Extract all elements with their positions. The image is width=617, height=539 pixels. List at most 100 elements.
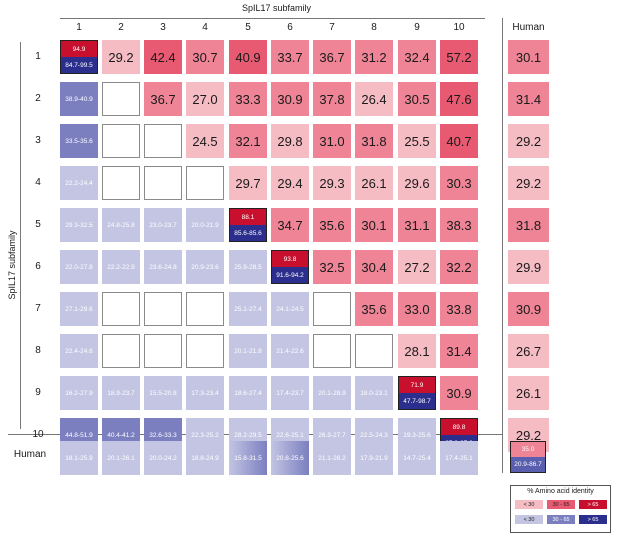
empty-cell [313,292,351,326]
column-label: 6 [287,22,293,33]
identity-mean-cell: 30.3 [440,166,478,200]
row-label: 7 [35,303,41,314]
identity-mean-cell: 37.8 [313,82,351,116]
column-label: 5 [245,22,251,33]
identity-mean-cell: 33.3 [229,82,267,116]
human-range-cell: 20.8-25.6 [271,441,309,475]
human-range-cell: 14.7-25.4 [398,441,436,475]
identity-range-cell: 25.9-28.5 [229,250,267,284]
identity-range-cell: 18.9-23.7 [102,376,140,410]
within-identity-value: 88.1 [230,209,266,225]
empty-cell [186,292,224,326]
legend-swatch-red: 30 - 65 [547,500,575,509]
diagonal-cell: 71.9 47.7-98.7 [398,376,436,410]
row-label: 3 [35,135,41,146]
human-identity-cell: 31.4 [508,82,549,116]
human-range-cell: 17.9-21.9 [355,441,393,475]
identity-mean-cell: 27.2 [398,250,436,284]
legend-swatch-blue: 30 - 65 [547,515,575,524]
identity-range-cell: 20.9-23.6 [186,250,224,284]
identity-mean-cell: 36.7 [144,82,182,116]
identity-range-cell: 18.0-23.1 [355,376,393,410]
identity-mean-cell: 30.4 [355,250,393,284]
identity-range-cell: 21.4-22.6 [271,334,309,368]
identity-mean-cell: 57.2 [440,40,478,74]
identity-range-cell: 27.1-29.6 [60,292,98,326]
within-identity-value: 89.8 [441,419,477,435]
human-range-cell: 21.1-26.2 [313,441,351,475]
identity-range-cell: 22.4-24.6 [60,334,98,368]
within-identity-range: 91.6-94.2 [272,267,308,283]
empty-cell [144,124,182,158]
identity-range-cell: 17.3-23.4 [186,376,224,410]
row-axis-line [20,42,21,429]
legend-swatch-blue: < 30 [515,515,543,524]
identity-mean-cell: 38.3 [440,208,478,242]
identity-mean-cell: 31.1 [398,208,436,242]
row-label: 8 [35,345,41,356]
human-identity-cell: 26.1 [508,376,549,410]
human-identity-cell: 30.9 [508,292,549,326]
column-label: 8 [371,22,377,33]
identity-mean-cell: 29.3 [313,166,351,200]
identity-mean-cell: 30.7 [186,40,224,74]
identity-mean-cell: 30.5 [398,82,436,116]
identity-mean-cell: 33.7 [271,40,309,74]
empty-cell [144,334,182,368]
empty-cell [144,166,182,200]
identity-mean-cell: 32.2 [440,250,478,284]
identity-mean-cell: 40.9 [229,40,267,74]
identity-mean-cell: 34.7 [271,208,309,242]
within-identity-value: 94.9 [61,41,97,57]
human-range-cell: 15.8-31.5 [229,441,267,475]
legend-swatch-red: < 30 [515,500,543,509]
human-within-identity-value: 35.0 [511,442,545,457]
identity-mean-cell: 24.5 [186,124,224,158]
identity-range-cell: 20.0-21.9 [186,208,224,242]
row-axis-title: SpIL17 subfamily [7,230,17,300]
identity-mean-cell: 26.1 [355,166,393,200]
human-within-identity-range: 20.9-86.7 [511,457,545,472]
human-column-label: Human [512,22,545,33]
within-identity-value: 71.9 [399,377,435,393]
identity-range-cell: 23.0-23.7 [144,208,182,242]
diagonal-cell: 94.9 84.7-99.5 [60,40,98,74]
identity-mean-cell: 32.1 [229,124,267,158]
empty-cell [186,334,224,368]
identity-mean-cell: 29.6 [398,166,436,200]
identity-mean-cell: 32.5 [313,250,351,284]
empty-cell [102,292,140,326]
empty-cell [313,334,351,368]
human-identity-cell: 29.2 [508,124,549,158]
identity-mean-cell: 29.8 [271,124,309,158]
empty-cell [355,334,393,368]
identity-mean-cell: 36.7 [313,40,351,74]
identity-range-cell: 23.6-24.8 [144,250,182,284]
legend: % Amino acid identity < 30 30 - 65 > 65 < 3… [510,485,611,533]
within-identity-value: 93.8 [272,251,308,267]
human-range-cell: 18.8-24.9 [186,441,224,475]
row-label: 9 [35,387,41,398]
human-identity-cell: 31.8 [508,208,549,242]
identity-range-cell: 22.0-27.8 [60,250,98,284]
empty-cell [102,124,140,158]
identity-range-cell: 22.2-24.4 [60,166,98,200]
column-label: 9 [414,22,420,33]
column-label: 1 [76,22,82,33]
column-axis-line [60,18,485,19]
identity-mean-cell: 30.9 [271,82,309,116]
identity-range-cell: 20.1-28.9 [313,376,351,410]
row-label: 2 [35,93,41,104]
row-label: 6 [35,261,41,272]
identity-mean-cell: 30.9 [440,376,478,410]
identity-range-cell: 33.5-35.6 [60,124,98,158]
identity-range-cell: 20.1-21.8 [229,334,267,368]
identity-mean-cell: 29.7 [229,166,267,200]
legend-title: % Amino acid identity [527,488,594,495]
legend-swatch-red: > 65 [579,500,607,509]
column-label: 10 [453,22,465,33]
column-label: 3 [160,22,166,33]
column-label: 2 [118,22,124,33]
identity-mean-cell: 33.0 [398,292,436,326]
